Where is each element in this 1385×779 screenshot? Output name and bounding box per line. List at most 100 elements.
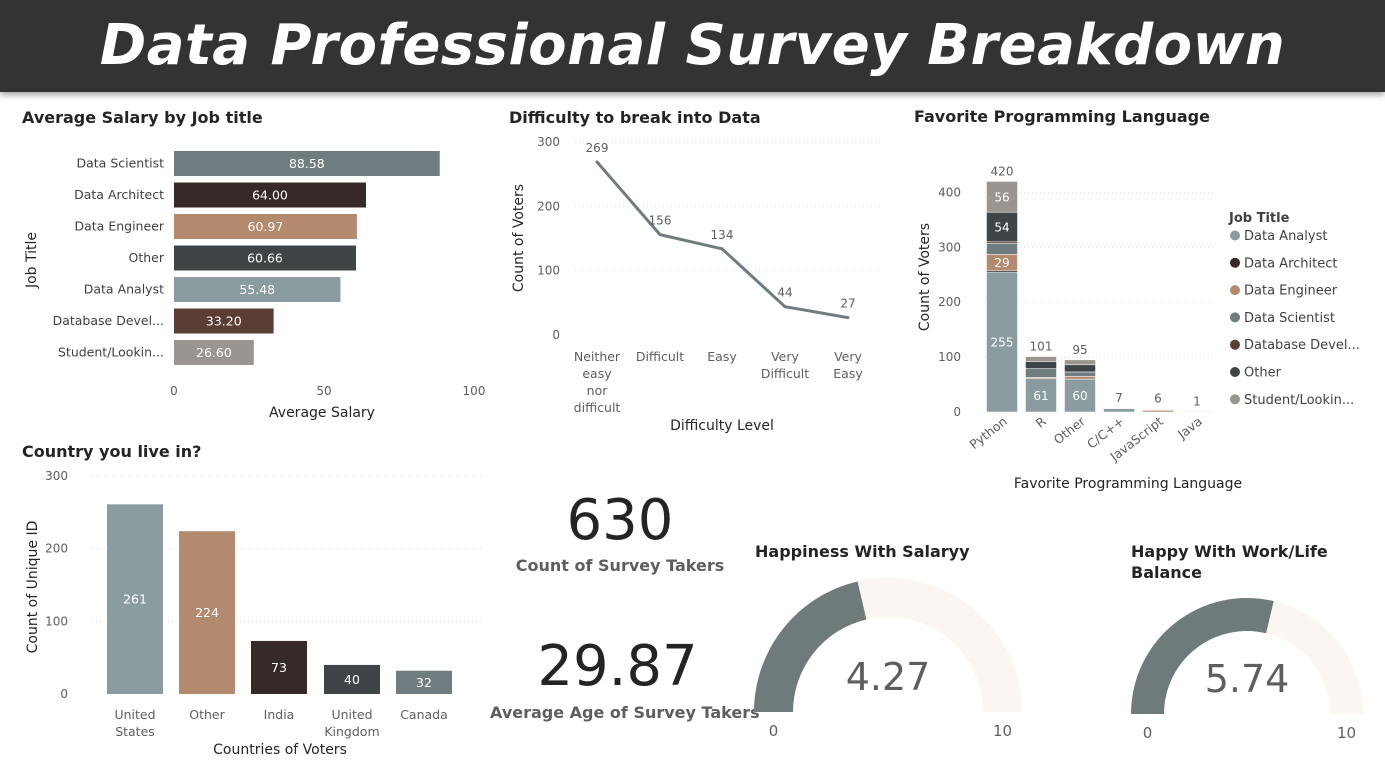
difficulty-point — [783, 305, 787, 309]
difficulty-x-tick: Difficult — [636, 349, 684, 364]
country-data-label: 32 — [416, 675, 432, 690]
country-data-label: 261 — [123, 592, 147, 607]
language-y-tick: 0 — [953, 405, 961, 419]
difficulty-y-tick: 100 — [537, 264, 560, 278]
difficulty-x-tick: Very Easy — [833, 349, 863, 381]
gauge-value: 4.27 — [846, 655, 931, 699]
gauge-max-label: 10 — [993, 722, 1012, 740]
salary-bar — [174, 277, 341, 302]
salary-bar — [174, 245, 356, 271]
gauge-worklife: 5.74 0 10 — [1131, 598, 1363, 742]
kpi-survey-count-label: Count of Survey Takers — [515, 556, 725, 575]
salary-data-label: 55.48 — [239, 282, 275, 297]
language-y-tick: 400 — [938, 185, 961, 199]
difficulty-data-label: 134 — [711, 228, 734, 242]
language-x-tick: R — [1033, 413, 1049, 430]
gauge-worklife-panel[interactable]: Happy With Work/Life Balance 5.74 0 10 — [1125, 538, 1380, 773]
difficulty-point — [846, 316, 850, 320]
language-y-tick: 300 — [938, 240, 961, 254]
language-legend-label: Data Architect — [1244, 256, 1337, 271]
salary-category-label: Data Analyst — [84, 282, 164, 297]
kpi-average-age-value: 29.87 — [537, 634, 698, 699]
country-bar — [251, 640, 307, 694]
country-x-tick: India — [264, 707, 295, 722]
salary-data-label: 60.66 — [247, 251, 283, 266]
salary-y-axis-label: Job Title — [24, 232, 40, 289]
salary-category-label: Data Scientist — [77, 156, 165, 171]
language-total-label: 6 — [1154, 392, 1162, 406]
salary-data-label: 60.97 — [248, 219, 284, 234]
salary-bar — [174, 340, 254, 365]
salary-x-tick: 0 — [170, 384, 178, 398]
salary-category-label: Data Engineer — [75, 219, 165, 234]
language-total-label: 101 — [1030, 340, 1053, 354]
language-y-tick: 100 — [938, 350, 961, 364]
salary-category-label: Other — [129, 250, 165, 265]
language-bar-segment — [1025, 361, 1057, 369]
country-x-tick: United States — [114, 707, 155, 739]
language-bar-segment — [986, 243, 1018, 255]
language-chart-panel[interactable]: Favorite Programming Language 0 100 200 300… — [909, 105, 1379, 495]
language-legend-marker — [1230, 312, 1240, 323]
language-legend-label: Other — [1244, 366, 1282, 381]
difficulty-x-tick: Easy — [707, 349, 737, 364]
language-bar-segment — [1064, 378, 1096, 413]
salary-data-label: 64.00 — [252, 188, 288, 203]
language-bar-segment — [1064, 376, 1096, 380]
language-legend-label: Data Engineer — [1244, 284, 1338, 299]
language-segment-label: 29 — [994, 256, 1009, 270]
gauge-track — [857, 578, 1022, 712]
language-legend-marker — [1230, 339, 1240, 350]
dashboard-title: Data Professional Survey Breakdown — [99, 13, 1286, 78]
country-chart-panel[interactable]: Country you live in? 0 100 200 300 261 United… — [17, 440, 489, 770]
language-x-tick: Python — [966, 414, 1009, 453]
country-chart-title: Country you live in? — [22, 442, 202, 461]
language-bar-segment — [1064, 371, 1096, 377]
gauge-salary-title: Happiness With Salaryy — [755, 542, 970, 561]
country-data-label: 224 — [195, 605, 219, 620]
country-y-tick: 0 — [60, 687, 68, 701]
salary-category-label: Database Devel... — [53, 313, 164, 328]
difficulty-chart: 0 100 200 300 269 Neither easy nor difficult 156 D… — [511, 135, 880, 434]
country-y-tick: 100 — [45, 614, 68, 628]
salary-x-axis-label: Average Salary — [269, 405, 375, 421]
language-bar-segment — [986, 271, 1018, 413]
language-segment-label: 60 — [1072, 389, 1087, 403]
salary-data-label: 26.60 — [196, 345, 232, 360]
difficulty-x-tick: Very Difficult — [761, 349, 809, 381]
language-x-tick: Java — [1174, 414, 1205, 443]
language-legend-marker — [1230, 394, 1240, 405]
difficulty-chart-panel[interactable]: Difficulty to break into Data 0 100 200 300… — [505, 105, 885, 435]
language-legend-label: Data Analyst — [1244, 229, 1327, 244]
salary-bar — [174, 214, 357, 239]
country-y-tick: 200 — [45, 542, 68, 556]
country-data-label: 73 — [271, 660, 287, 675]
language-bar-segment — [986, 211, 1018, 243]
language-bar-segment — [1142, 408, 1174, 410]
country-bar — [396, 670, 452, 694]
language-chart-title: Favorite Programming Language — [914, 107, 1210, 126]
language-segment-label: 56 — [994, 190, 1009, 204]
language-bar-segment — [1103, 408, 1135, 413]
language-bar-segment — [1025, 356, 1057, 362]
salary-chart-panel[interactable]: Average Salary by Job title Data Scienti… — [17, 105, 489, 430]
gauge-max-label: 10 — [1337, 724, 1356, 742]
difficulty-y-tick: 300 — [537, 135, 560, 149]
language-y-axis-label: Count of Voters — [917, 223, 933, 331]
language-bar-segment — [1103, 407, 1135, 409]
difficulty-point — [658, 233, 662, 237]
language-legend-label: Database Devel... — [1244, 338, 1360, 353]
gauge-min-label: 0 — [769, 722, 779, 740]
language-legend-marker — [1230, 257, 1240, 268]
language-legend-marker — [1230, 230, 1240, 241]
difficulty-chart-title: Difficulty to break into Data — [509, 108, 761, 127]
gauge-salary-panel[interactable]: Happiness With Salaryy 4.27 0 10 — [750, 538, 1040, 773]
language-bar-segment — [1025, 378, 1057, 413]
language-total-label: 420 — [991, 164, 1014, 178]
language-x-tick: Other — [1051, 413, 1089, 447]
language-legend-label: Data Scientist — [1244, 311, 1335, 326]
gauge-track — [1266, 601, 1363, 714]
difficulty-y-tick: 200 — [537, 199, 560, 213]
country-bar — [107, 504, 163, 694]
gauge-min-label: 0 — [1143, 724, 1153, 742]
